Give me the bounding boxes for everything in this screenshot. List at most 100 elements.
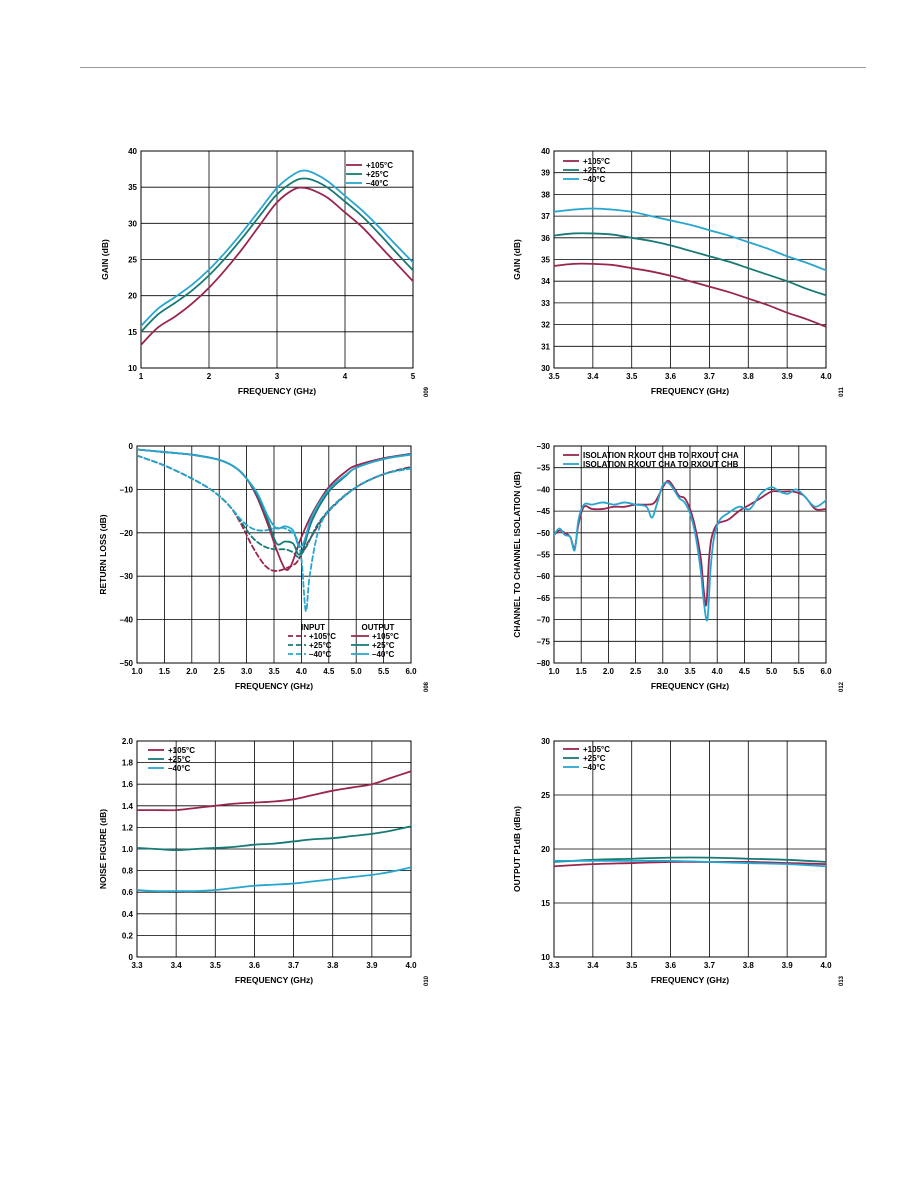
legend: INPUT OUTPUT+105°C+25°C–40°C+105°C+25°C–4… xyxy=(288,623,399,659)
series-line-2 xyxy=(554,856,826,863)
y-tick-label: 0 xyxy=(129,953,134,962)
y-tick-label: 0.2 xyxy=(122,931,134,940)
x-tick-label: 2.0 xyxy=(603,667,615,676)
y-tick-label: 10 xyxy=(128,364,137,373)
figure-code: 011 xyxy=(839,387,845,397)
x-tick-label: 4.5 xyxy=(323,667,335,676)
y-axis-label: OUTPUT P1dB (dBm) xyxy=(512,806,522,892)
y-tick-label: –40 xyxy=(537,485,551,494)
x-tick-label: 3.4 xyxy=(171,961,183,970)
y-tick-label: 10 xyxy=(541,953,550,962)
series-line-1 xyxy=(554,262,826,328)
x-tick-label: 5.5 xyxy=(378,667,390,676)
y-tick-label: –30 xyxy=(537,442,551,451)
x-tick-label: 3.5 xyxy=(210,961,222,970)
y-tick-label: 1.8 xyxy=(122,759,134,768)
y-axis-label: GAIN (dB) xyxy=(100,239,110,280)
legend-label: +105°C xyxy=(583,157,610,166)
series-line-6 xyxy=(137,448,411,548)
legend-label: –40°C xyxy=(168,764,191,773)
y-axis-label: NOISE FIGURE (dB) xyxy=(98,809,108,889)
legend: ISOLATION RXOUT CHB TO RXOUT CHAISOLATIO… xyxy=(563,451,739,469)
series-line-2 xyxy=(554,481,826,622)
series-line-3 xyxy=(554,207,826,272)
x-tick-label: 3.6 xyxy=(665,961,677,970)
legend: +105°C+25°C–40°C xyxy=(563,745,610,772)
y-tick-label: 20 xyxy=(128,292,137,301)
x-tick-label: 4.5 xyxy=(739,667,751,676)
legend: +105°C+25°C–40°C xyxy=(563,157,610,184)
x-tick-label: 2 xyxy=(207,372,212,381)
y-axis-label: CHANNEL TO CHANNEL ISOLATION (dB) xyxy=(512,471,522,638)
x-tick-label: 3.5 xyxy=(268,667,280,676)
y-tick-label: 1.4 xyxy=(122,802,134,811)
y-tick-label: 31 xyxy=(541,342,550,351)
x-tick-label: 3.6 xyxy=(665,372,677,381)
x-tick-label: 1 xyxy=(139,372,144,381)
x-tick-label: 1.0 xyxy=(548,667,560,676)
x-tick-label: 1.5 xyxy=(576,667,588,676)
x-tick-label: 4.0 xyxy=(296,667,308,676)
x-tick-label: 3.9 xyxy=(782,961,794,970)
y-tick-label: 30 xyxy=(541,737,550,746)
y-tick-label: 0.6 xyxy=(122,888,134,897)
series-line-1 xyxy=(137,770,411,812)
plot-frame xyxy=(553,150,827,369)
legend-label: ISOLATION RXOUT CHB TO RXOUT CHA xyxy=(583,451,739,460)
x-tick-label: 1.5 xyxy=(159,667,171,676)
y-tick-label: –65 xyxy=(537,594,551,603)
x-tick-label: 3.4 xyxy=(587,372,599,381)
legend-label: –40°C xyxy=(366,179,389,188)
chart-2: 3.5 3.4 3.5 3.6 3.7 3.8 3.9 4.0 30 31 32 33 34 35 36 37… xyxy=(512,147,845,397)
y-tick-label: 39 xyxy=(541,169,550,178)
y-tick-label: –50 xyxy=(120,659,134,668)
x-tick-label: 3.7 xyxy=(704,372,716,381)
y-tick-label: 33 xyxy=(541,299,550,308)
plot-frame xyxy=(553,445,827,664)
y-tick-label: –60 xyxy=(537,572,551,581)
x-axis-label: FREQUENCY (GHz) xyxy=(651,681,729,691)
y-tick-label: 0 xyxy=(129,442,134,451)
chart-5: 3.3 3.4 3.5 3.6 3.7 3.8 3.9 4.0 0 0.2 0.4 0.6 0.8 1.0… xyxy=(98,737,430,986)
y-tick-label: 20 xyxy=(541,845,550,854)
y-tick-label: –55 xyxy=(537,551,551,560)
y-tick-label: –40 xyxy=(120,616,134,625)
x-axis-label: FREQUENCY (GHz) xyxy=(235,975,313,985)
chart-6: 3.3 3.4 3.5 3.6 3.7 3.8 3.9 4.0 10 15 20 25 30 FREQUE… xyxy=(512,737,845,986)
y-tick-label: 2.0 xyxy=(122,737,134,746)
series-group xyxy=(554,207,826,328)
figure-code: 009 xyxy=(424,386,430,397)
y-tick-label: 38 xyxy=(541,190,550,199)
series-line-3 xyxy=(137,866,411,893)
x-tick-label: 3 xyxy=(275,372,280,381)
x-tick-label: 3.0 xyxy=(657,667,669,676)
legend-label: +105°C xyxy=(583,745,610,754)
y-tick-label: –80 xyxy=(537,659,551,668)
y-tick-label: 0.8 xyxy=(122,867,134,876)
x-tick-label: 3.3 xyxy=(131,961,143,970)
x-tick-label: 4 xyxy=(343,372,348,381)
y-tick-label: 1.2 xyxy=(122,823,134,832)
x-tick-label: 3.5 xyxy=(626,372,638,381)
y-tick-label: 15 xyxy=(128,328,137,337)
y-tick-label: 1.6 xyxy=(122,780,134,789)
x-tick-label: 3.7 xyxy=(704,961,716,970)
y-tick-label: 32 xyxy=(541,321,550,330)
y-tick-label: 35 xyxy=(128,183,137,192)
x-axis-label: FREQUENCY (GHz) xyxy=(651,975,729,985)
series-group xyxy=(137,770,411,893)
x-tick-label: 4.0 xyxy=(820,372,832,381)
x-tick-label: 3.8 xyxy=(327,961,339,970)
series-line-1 xyxy=(554,479,826,607)
x-axis-label: FREQUENCY (GHz) xyxy=(651,386,729,396)
y-tick-label: –10 xyxy=(120,485,134,494)
x-tick-label: 3.5 xyxy=(626,961,638,970)
y-tick-label: –20 xyxy=(120,529,134,538)
legend-label: +25°C xyxy=(583,166,606,175)
plot-frame xyxy=(136,445,412,664)
legend-label: +105°C xyxy=(168,746,195,755)
legend-header-output: OUTPUT xyxy=(362,623,395,632)
x-tick-label: 3.3 xyxy=(548,961,560,970)
x-tick-label: 5.0 xyxy=(351,667,363,676)
